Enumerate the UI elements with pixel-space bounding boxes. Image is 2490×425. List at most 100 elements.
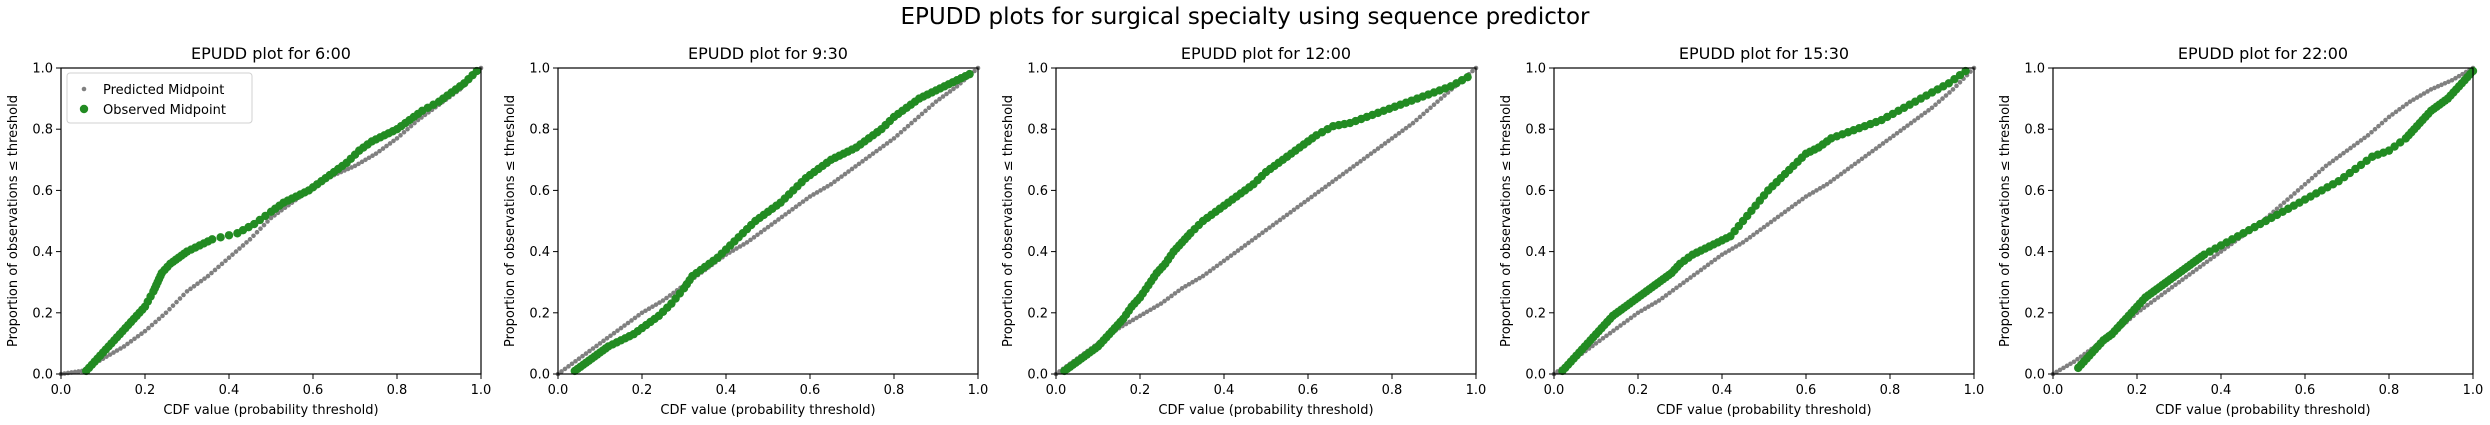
predicted-point: [1281, 215, 1286, 220]
predicted-point: [132, 336, 137, 342]
predicted-point: [730, 248, 736, 253]
predicted-point: [1403, 125, 1409, 131]
predicted-point: [832, 179, 837, 185]
x-tick-label: 0.2: [135, 383, 156, 398]
predicted-point: [2313, 172, 2318, 178]
predicted-point: [2446, 79, 2451, 85]
predicted-point: [1635, 310, 1641, 316]
predicted-point: [2442, 81, 2448, 86]
predicted-point: [1936, 99, 1942, 104]
predicted-point: [1954, 83, 1959, 89]
predicted-point: [559, 369, 564, 374]
predicted-point: [1618, 323, 1623, 328]
predicted-point: [590, 346, 596, 351]
predicted-point: [1214, 263, 1220, 269]
predicted-point: [744, 240, 750, 245]
predicted-point: [1814, 188, 1819, 193]
predicted-point: [916, 114, 921, 120]
predicted-point: [737, 244, 743, 249]
predicted-point: [1726, 248, 1732, 253]
predicted-point: [394, 136, 400, 141]
predicted-point: [1793, 201, 1798, 207]
predicted-point: [244, 240, 249, 245]
predicted-point: [954, 84, 960, 89]
predicted-point: [2078, 354, 2084, 359]
predicted-point: [1912, 118, 1917, 123]
x-tick-label: 0.4: [716, 383, 737, 398]
predicted-point: [2369, 129, 2374, 135]
predicted-point: [650, 304, 655, 309]
predicted-point: [657, 300, 662, 305]
predicted-point: [1186, 281, 1192, 287]
predicted-point: [2348, 145, 2353, 151]
predicted-point: [755, 232, 760, 238]
predicted-point: [1905, 123, 1910, 128]
predicted-point: [1646, 304, 1651, 309]
predicted-point: [1884, 138, 1889, 144]
predicted-point: [1141, 311, 1146, 317]
predicted-point: [1894, 130, 1900, 136]
predicted-point: [226, 255, 232, 261]
axes-frame: [1055, 67, 1477, 375]
predicted-point: [1165, 296, 1171, 301]
predicted-point: [1877, 143, 1882, 149]
predicted-point: [1803, 194, 1809, 199]
predicted-point: [1940, 96, 1945, 101]
predicted-point: [2295, 188, 2301, 193]
predicted-point: [135, 333, 141, 339]
predicted-point: [937, 96, 942, 102]
predicted-point: [2190, 269, 2196, 275]
predicted-point: [1891, 133, 1896, 139]
predicted-point: [1926, 108, 1931, 113]
predicted-point: [1880, 141, 1886, 146]
predicted-point: [2344, 148, 2350, 153]
y-tick-label: 0.6: [529, 184, 550, 199]
y-tick-label: 0.4: [1525, 245, 1546, 260]
predicted-point: [1653, 300, 1658, 305]
predicted-point: [2211, 254, 2217, 259]
chart-title: EPUDD plot for 22:00: [2178, 44, 2348, 63]
predicted-point: [1193, 277, 1199, 283]
y-tick-label: 0.8: [529, 123, 550, 138]
predicted-point: [772, 219, 778, 225]
predicted-point: [1761, 224, 1767, 230]
predicted-point: [877, 146, 883, 151]
y-tick-label: 0.2: [1027, 306, 1048, 321]
predicted-point: [2183, 274, 2189, 280]
x-tick-label: 1.0: [1466, 383, 1487, 398]
predicted-point: [1933, 102, 1938, 108]
x-tick-label: 0.8: [2379, 383, 2400, 398]
predicted-point: [884, 141, 890, 146]
y-tick-label: 0.2: [529, 306, 550, 321]
predicted-point: [786, 209, 792, 215]
predicted-point: [1887, 136, 1893, 141]
predicted-point: [1779, 212, 1784, 217]
predicted-point: [2309, 175, 2315, 181]
predicted-point: [1246, 240, 1251, 246]
y-tick-label: 0.0: [1525, 368, 1546, 383]
predicted-point: [940, 94, 946, 99]
x-tick-label: 0.0: [2043, 383, 2064, 398]
predicted-point: [1709, 260, 1714, 265]
predicted-point: [1316, 189, 1321, 195]
predicted-point: [198, 278, 204, 284]
predicted-point: [1943, 93, 1949, 98]
predicted-point: [2162, 290, 2168, 295]
predicted-point: [1190, 279, 1195, 285]
predicted-point: [1312, 192, 1318, 197]
y-tick-label: 1.0: [2024, 62, 2045, 77]
predicted-point: [1957, 79, 1963, 85]
legend-marker-predicted: [81, 86, 87, 92]
predicted-point: [1211, 266, 1216, 271]
predicted-point: [2316, 169, 2322, 175]
predicted-point: [111, 350, 116, 355]
predicted-point: [1740, 240, 1746, 245]
predicted-point: [1929, 105, 1935, 111]
predicted-point: [566, 364, 571, 369]
predicted-point: [814, 190, 820, 195]
predicted-point: [643, 308, 648, 314]
predicted-point: [1656, 298, 1662, 303]
predicted-point: [1677, 282, 1683, 288]
predicted-point: [2145, 302, 2150, 308]
predicted-point: [261, 222, 267, 228]
